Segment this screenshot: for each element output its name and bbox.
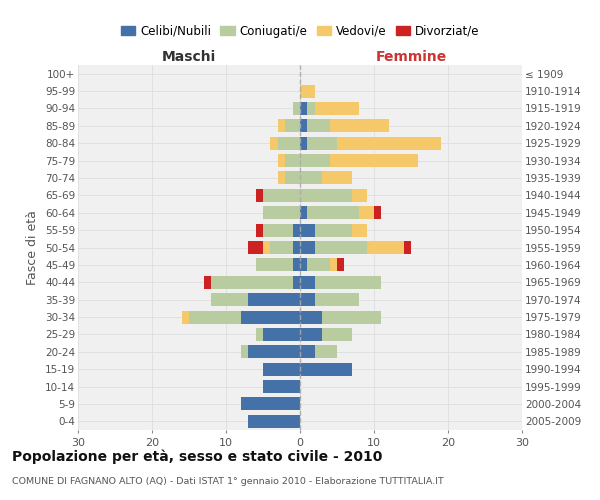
Bar	[329, 120, 389, 132]
Text: COMUNE DI FAGNANO ALTO (AQ) - Dati ISTAT 1° gennaio 2010 - Elaborazione TUTTITAL: COMUNE DI FAGNANO ALTO (AQ) - Dati ISTAT…	[12, 478, 444, 486]
Bar	[263, 380, 300, 393]
Bar	[300, 189, 352, 202]
Bar	[315, 224, 352, 236]
Bar	[404, 241, 411, 254]
Bar	[241, 310, 300, 324]
Bar	[248, 346, 300, 358]
Bar	[337, 258, 344, 272]
Bar	[337, 136, 440, 149]
Bar	[293, 276, 300, 289]
Bar	[300, 362, 352, 376]
Bar	[300, 293, 315, 306]
Bar	[300, 276, 315, 289]
Bar	[241, 346, 248, 358]
Bar	[285, 172, 300, 184]
Bar	[322, 328, 352, 341]
Bar	[315, 102, 359, 115]
Bar	[322, 310, 382, 324]
Bar	[300, 328, 322, 341]
Bar	[248, 293, 300, 306]
Bar	[300, 310, 322, 324]
Bar	[300, 346, 315, 358]
Bar	[256, 258, 293, 272]
Bar	[285, 154, 300, 167]
Bar	[293, 258, 300, 272]
Bar	[211, 293, 248, 306]
Bar	[263, 206, 300, 220]
Bar	[293, 224, 300, 236]
Bar	[256, 328, 263, 341]
Bar	[293, 241, 300, 254]
Bar	[248, 415, 300, 428]
Bar	[300, 224, 315, 236]
Bar	[182, 310, 189, 324]
Bar	[367, 241, 404, 254]
Bar	[263, 224, 293, 236]
Bar	[374, 206, 382, 220]
Bar	[204, 276, 211, 289]
Text: Femmine: Femmine	[376, 50, 446, 64]
Bar	[300, 258, 307, 272]
Bar	[307, 136, 337, 149]
Bar	[315, 346, 337, 358]
Bar	[263, 328, 300, 341]
Bar	[315, 276, 382, 289]
Bar	[263, 189, 300, 202]
Bar	[329, 258, 337, 272]
Bar	[263, 362, 300, 376]
Bar	[359, 206, 374, 220]
Text: Popolazione per età, sesso e stato civile - 2010: Popolazione per età, sesso e stato civil…	[12, 450, 382, 464]
Bar	[263, 241, 271, 254]
Bar	[211, 276, 293, 289]
Bar	[278, 172, 285, 184]
Bar	[322, 172, 352, 184]
Bar	[300, 241, 315, 254]
Bar	[315, 293, 359, 306]
Bar	[300, 136, 307, 149]
Bar	[256, 224, 263, 236]
Bar	[300, 172, 322, 184]
Bar	[307, 258, 329, 272]
Bar	[300, 120, 307, 132]
Bar	[300, 102, 307, 115]
Bar	[352, 189, 367, 202]
Bar	[329, 154, 418, 167]
Bar	[300, 206, 307, 220]
Text: Maschi: Maschi	[162, 50, 216, 64]
Bar	[189, 310, 241, 324]
Bar	[293, 102, 300, 115]
Legend: Celibi/Nubili, Coniugati/e, Vedovi/e, Divorziat/e: Celibi/Nubili, Coniugati/e, Vedovi/e, Di…	[116, 20, 484, 42]
Bar	[248, 241, 263, 254]
Bar	[278, 120, 285, 132]
Bar	[352, 224, 367, 236]
Bar	[307, 206, 359, 220]
Bar	[278, 136, 300, 149]
Bar	[300, 84, 315, 98]
Bar	[278, 154, 285, 167]
Bar	[271, 241, 293, 254]
Bar	[307, 102, 315, 115]
Bar	[300, 154, 329, 167]
Bar	[271, 136, 278, 149]
Y-axis label: Fasce di età: Fasce di età	[26, 210, 40, 285]
Bar	[315, 241, 367, 254]
Bar	[285, 120, 300, 132]
Bar	[307, 120, 329, 132]
Bar	[256, 189, 263, 202]
Bar	[241, 398, 300, 410]
